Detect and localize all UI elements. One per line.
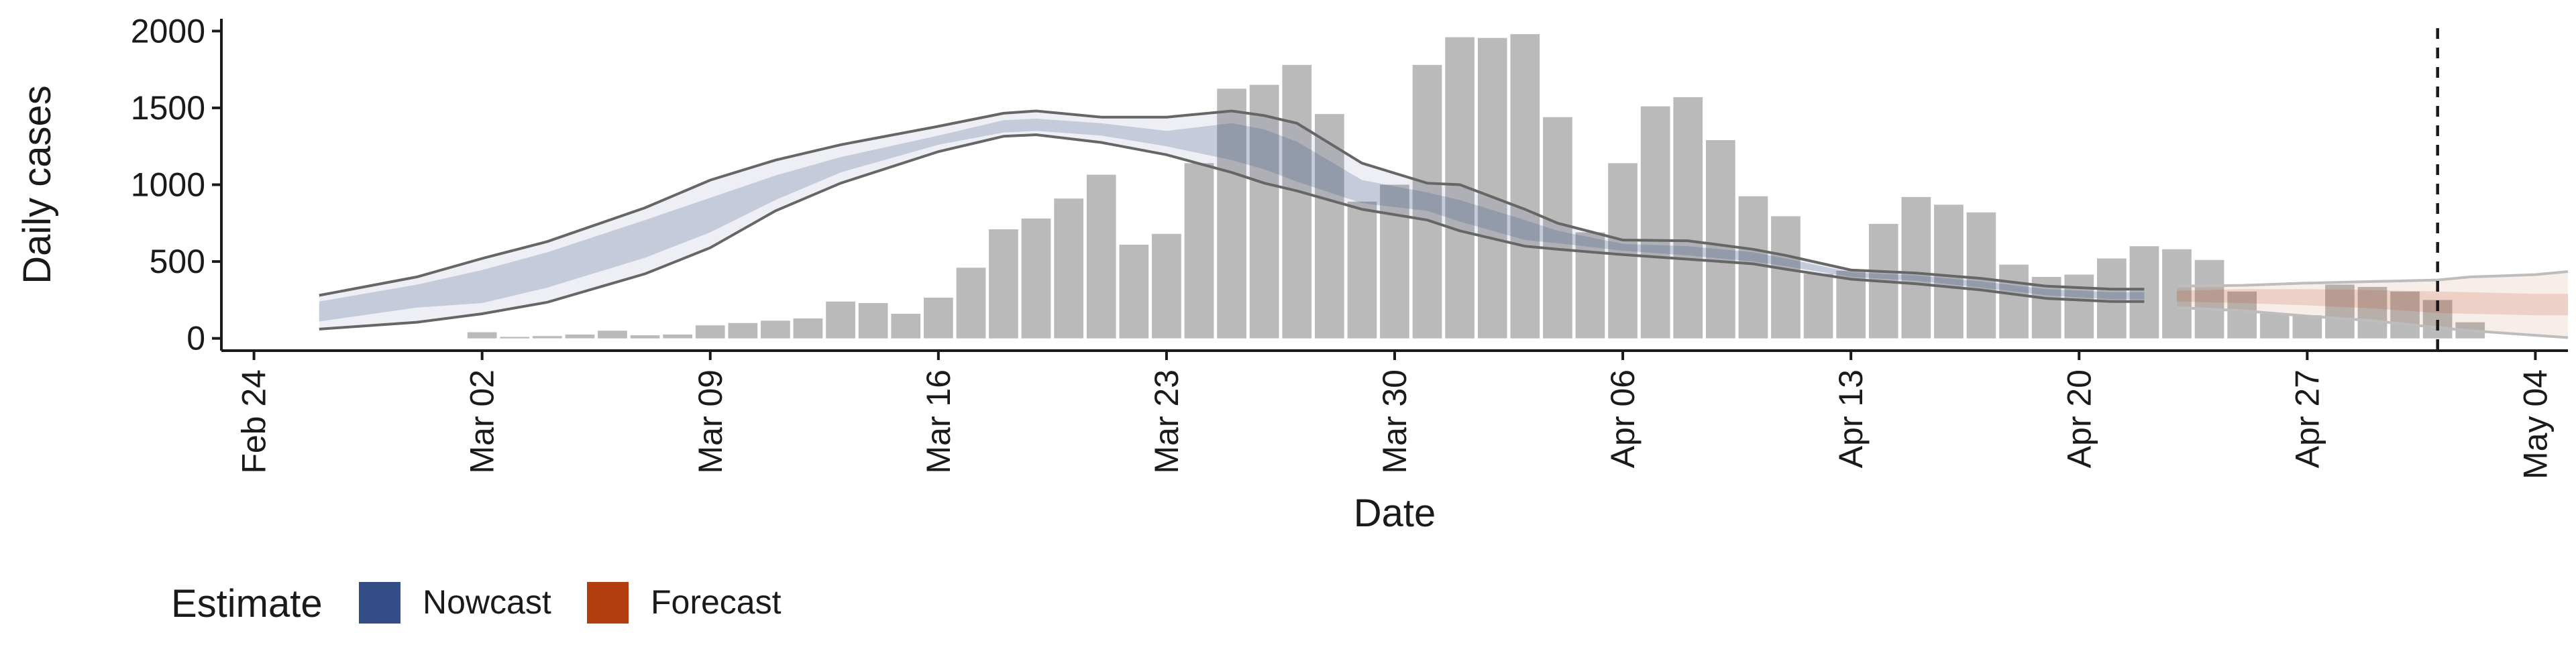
x-tick-label-5: Mar 30 bbox=[1376, 369, 1413, 474]
legend-label-forecast: Forecast bbox=[651, 583, 782, 621]
bar-59 bbox=[2390, 291, 2420, 339]
bar-38 bbox=[1706, 140, 1735, 339]
bar-36 bbox=[1640, 106, 1670, 339]
bar-10 bbox=[793, 318, 823, 339]
bar-19 bbox=[1086, 174, 1116, 339]
bar-40 bbox=[1771, 216, 1801, 339]
bar-31 bbox=[1477, 38, 1507, 339]
bar-41 bbox=[1803, 274, 1833, 339]
legend: Estimate Nowcast Forecast bbox=[171, 582, 782, 626]
bar-20 bbox=[1119, 244, 1149, 339]
bands-layer bbox=[319, 109, 2569, 339]
x-tick-label-8: Apr 20 bbox=[2060, 369, 2098, 468]
bar-12 bbox=[858, 303, 888, 339]
bar-24 bbox=[1249, 84, 1279, 339]
y-tick-label-3: 1500 bbox=[131, 89, 205, 127]
forecast-upper-line bbox=[2176, 270, 2569, 288]
y-axis-title: Daily cases bbox=[15, 85, 59, 284]
bar-25 bbox=[1282, 64, 1312, 339]
x-tick-label-1: Mar 02 bbox=[464, 369, 501, 474]
x-tick-label-9: Apr 27 bbox=[2288, 369, 2326, 468]
bar-5 bbox=[630, 335, 660, 339]
bar-2 bbox=[533, 336, 562, 339]
nowcast-lower-line bbox=[319, 133, 2145, 331]
bar-49 bbox=[2064, 274, 2094, 339]
y-tick-label-0: 0 bbox=[186, 320, 205, 357]
legend-title: Estimate bbox=[171, 582, 323, 626]
bar-45 bbox=[1934, 204, 1964, 339]
bar-33 bbox=[1543, 117, 1572, 339]
y-tick-label-1: 500 bbox=[150, 243, 205, 280]
bar-7 bbox=[695, 325, 725, 339]
bar-51 bbox=[2129, 246, 2159, 339]
bar-39 bbox=[1738, 196, 1768, 339]
x-tick-label-0: Feb 24 bbox=[235, 369, 273, 474]
bar-44 bbox=[1901, 196, 1931, 339]
x-tick-label-10: May 04 bbox=[2516, 369, 2554, 479]
bar-13 bbox=[891, 314, 921, 339]
legend-swatch-forecast bbox=[587, 582, 629, 624]
bar-14 bbox=[924, 297, 953, 339]
x-tick-label-4: Mar 23 bbox=[1148, 369, 1185, 474]
bar-46 bbox=[1966, 212, 1996, 339]
legend-label-nowcast: Nowcast bbox=[423, 583, 551, 621]
x-tick-label-6: Apr 06 bbox=[1604, 369, 1642, 468]
bar-0 bbox=[467, 332, 497, 339]
bar-29 bbox=[1412, 64, 1442, 339]
bar-28 bbox=[1380, 184, 1409, 339]
bar-26 bbox=[1315, 114, 1344, 339]
bar-4 bbox=[598, 331, 627, 339]
x-axis-title: Date bbox=[1354, 491, 1436, 535]
axes-layer: 0 500 1000 1500 2000 Feb 24 Mar 02 Mar 09 Mar 16… bbox=[131, 12, 2568, 479]
bar-54 bbox=[2227, 291, 2257, 339]
bar-50 bbox=[2097, 258, 2127, 339]
bar-32 bbox=[1510, 34, 1540, 339]
bar-35 bbox=[1608, 163, 1638, 339]
bar-42 bbox=[1836, 270, 1866, 339]
nowcast-outer-band bbox=[319, 111, 2145, 329]
nowcast-upper-line bbox=[319, 109, 2145, 297]
x-tick-label-3: Mar 16 bbox=[920, 369, 957, 474]
bar-56 bbox=[2292, 315, 2322, 339]
bar-21 bbox=[1152, 233, 1181, 339]
bar-9 bbox=[761, 320, 790, 339]
bar-22 bbox=[1184, 163, 1214, 339]
bar-11 bbox=[826, 301, 855, 339]
bar-17 bbox=[1021, 218, 1051, 339]
bars-layer bbox=[467, 34, 2485, 339]
bar-47 bbox=[1999, 264, 2029, 339]
bar-8 bbox=[728, 322, 758, 339]
bar-27 bbox=[1347, 201, 1377, 339]
nowcast-inner-band bbox=[319, 119, 2145, 322]
forecast-lower-line bbox=[2176, 306, 2569, 339]
bar-58 bbox=[2357, 286, 2387, 339]
bar-55 bbox=[2259, 314, 2290, 339]
labels-layer: Date Daily cases bbox=[15, 85, 1436, 535]
y-tick-label-4: 2000 bbox=[131, 12, 205, 50]
x-tick-label-2: Mar 09 bbox=[692, 369, 729, 474]
bar-57 bbox=[2325, 284, 2355, 339]
bar-52 bbox=[2162, 249, 2192, 339]
legend-swatch-nowcast bbox=[359, 582, 400, 624]
bar-16 bbox=[989, 229, 1018, 339]
forecast-outer-band bbox=[2177, 272, 2568, 338]
bar-37 bbox=[1673, 97, 1703, 339]
bar-23 bbox=[1217, 89, 1246, 339]
bar-6 bbox=[663, 334, 692, 339]
bar-18 bbox=[1054, 198, 1083, 339]
forecast-inner-band bbox=[2177, 289, 2568, 316]
bar-1 bbox=[500, 337, 530, 339]
bar-15 bbox=[956, 268, 986, 339]
x-tick-label-7: Apr 13 bbox=[1832, 369, 1870, 468]
bar-53 bbox=[2194, 259, 2224, 339]
bar-3 bbox=[565, 334, 595, 339]
y-tick-label-2: 1000 bbox=[131, 166, 205, 204]
